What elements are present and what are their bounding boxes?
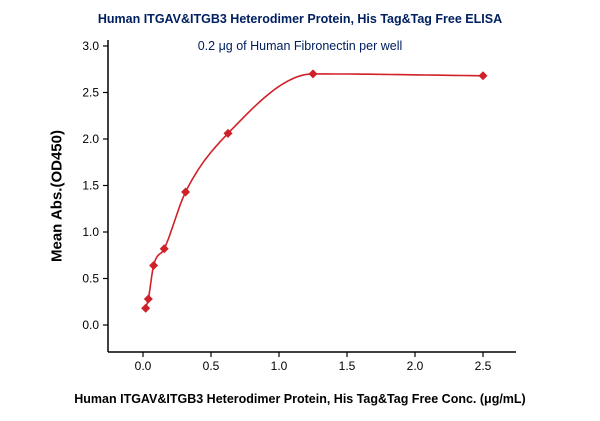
data-point <box>141 303 151 313</box>
data-point <box>159 244 169 254</box>
x-tick-label: 1.0 <box>271 359 288 373</box>
data-point <box>181 187 191 197</box>
fit-curve <box>144 73 484 309</box>
y-tick-label: 1.0 <box>82 225 99 239</box>
y-tick-label: 3.0 <box>82 39 99 53</box>
x-tick-label: 1.5 <box>339 359 356 373</box>
x-tick-label: 2.5 <box>475 359 492 373</box>
x-tick-label: 0.0 <box>135 359 152 373</box>
data-point <box>308 69 318 79</box>
data-point <box>149 260 159 270</box>
data-point <box>143 294 153 304</box>
chart-subtitle: 0.2 μg of Human Fibronectin per well <box>197 39 403 53</box>
y-tick-label: 2.5 <box>82 86 99 100</box>
y-tick-label: 2.0 <box>82 132 99 146</box>
x-tick-label: 0.5 <box>203 359 220 373</box>
x-axis-label: Human ITGAV&ITGB3 Heterodimer Protein, H… <box>74 392 526 406</box>
x-tick-label: 2.0 <box>407 359 424 373</box>
chart-title: Human ITGAV&ITGB3 Heterodimer Protein, H… <box>97 12 503 26</box>
data-point <box>478 71 488 81</box>
y-tick-label: 0.5 <box>82 272 99 286</box>
y-tick-label: 1.5 <box>82 179 99 193</box>
data-point <box>223 128 233 138</box>
y-tick-label: 0.0 <box>82 318 99 332</box>
